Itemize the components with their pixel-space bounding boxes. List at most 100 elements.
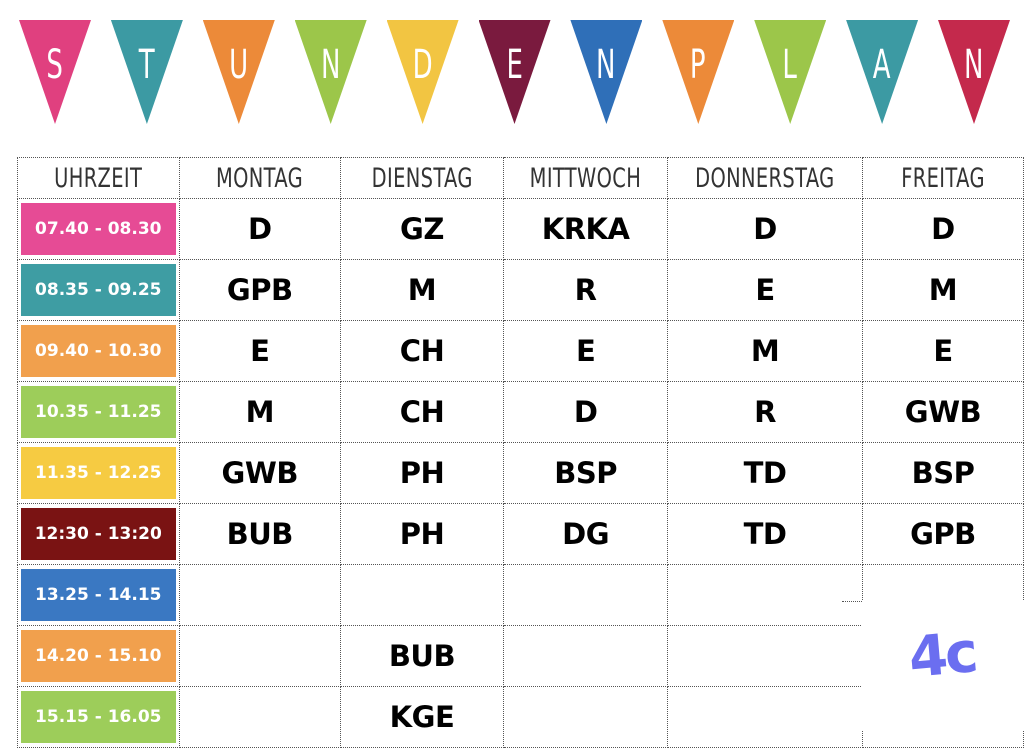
- subject-label: GWB: [904, 395, 982, 429]
- subject-label: D: [247, 212, 272, 246]
- subject-label: M: [407, 273, 437, 307]
- subject-cell: GWB: [178, 442, 341, 504]
- subject-cell: E: [178, 320, 341, 382]
- subject-label: KRKA: [541, 212, 630, 246]
- subject-cell: CH: [339, 320, 504, 382]
- timetable: UHRZEIT MONTAG DIENSTAG MITTWOCH DONNERSTAG F…: [17, 157, 1024, 748]
- header-dienstag: DIENSTAG: [339, 157, 504, 199]
- pennant-flag: L: [754, 20, 827, 124]
- column-header-label: MITTWOCH: [529, 162, 642, 194]
- subject-cell: M: [339, 259, 504, 321]
- subject-label: PH: [399, 456, 445, 490]
- subject-cell: DG: [502, 503, 669, 565]
- table-row: 12:30 - 13:20 BUB PH DG TD GPB: [17, 503, 1024, 565]
- subject-cell: GPB: [861, 503, 1024, 565]
- subject-cell: TD: [667, 503, 863, 565]
- subject-cell: [339, 564, 504, 626]
- subject-cell: [667, 564, 863, 626]
- subject-label: TD: [743, 517, 787, 551]
- subject-cell: [178, 564, 341, 626]
- subject-cell: BSP: [502, 442, 669, 504]
- time-cell: 14.20 - 15.10: [17, 625, 180, 687]
- subject-cell: GZ: [339, 198, 504, 260]
- time-slot-badge: 11.35 - 12.25: [21, 447, 176, 499]
- column-header-label: FREITAG: [901, 162, 985, 194]
- table-row: 11.35 - 12.25 GWB PH BSP TD BSP: [17, 442, 1024, 504]
- column-header-label: MONTAG: [216, 162, 304, 194]
- time-slot-badge: 07.40 - 08.30: [21, 203, 176, 255]
- subject-label: CH: [399, 395, 445, 429]
- subject-label: GPB: [910, 517, 976, 551]
- header-uhrzeit: UHRZEIT: [17, 157, 180, 199]
- table-row: 10.35 - 11.25 M CH D R GWB: [17, 381, 1024, 443]
- subject-label: D: [931, 212, 955, 246]
- pennant-flag: U: [202, 20, 275, 124]
- subject-cell: E: [502, 320, 669, 382]
- pennant-flag: P: [662, 20, 735, 124]
- table-row: 07.40 - 08.30 D GZ KRKA D D: [17, 198, 1024, 260]
- pennant-flag: S: [19, 20, 91, 124]
- subject-cell: R: [502, 259, 669, 321]
- subject-label: M: [750, 334, 780, 368]
- subject-label: E: [250, 334, 270, 368]
- subject-cell: D: [502, 381, 669, 443]
- column-header-label: DIENSTAG: [371, 162, 473, 194]
- table-row: 09.40 - 10.30 E CH E M E: [17, 320, 1024, 382]
- pennant-letter: N: [963, 42, 985, 88]
- pennant-flag: A: [846, 20, 919, 124]
- pennant-letter: L: [782, 42, 798, 88]
- pennant-flag: N: [938, 20, 1010, 124]
- subject-cell: [667, 625, 863, 687]
- time-cell: 10.35 - 11.25: [17, 381, 180, 443]
- subject-label: CH: [399, 334, 445, 368]
- pennant-letter: U: [228, 42, 249, 88]
- subject-label: GPB: [226, 273, 293, 307]
- subject-label: GWB: [221, 456, 299, 490]
- subject-cell: D: [667, 198, 863, 260]
- column-header-label: DONNERSTAG: [695, 162, 835, 194]
- subject-cell: PH: [339, 442, 504, 504]
- pennant-letter: N: [596, 42, 617, 88]
- time-slot-badge: 14.20 - 15.10: [21, 630, 176, 682]
- column-header-label: UHRZEIT: [54, 162, 143, 194]
- time-slot-badge: 08.35 - 09.25: [21, 264, 176, 316]
- subject-cell: E: [667, 259, 863, 321]
- subject-cell: PH: [339, 503, 504, 565]
- time-slot-badge: 09.40 - 10.30: [21, 325, 176, 377]
- pennant-letter: S: [46, 42, 64, 88]
- subject-label: BUB: [388, 639, 456, 673]
- pennant-letter: P: [690, 42, 707, 88]
- subject-cell: [502, 564, 669, 626]
- subject-cell: R: [667, 381, 863, 443]
- header-freitag: FREITAG: [861, 157, 1024, 199]
- subject-cell: [502, 625, 669, 687]
- subject-cell: D: [861, 198, 1024, 260]
- pennant-flag: T: [110, 20, 183, 124]
- subject-cell: [178, 686, 341, 748]
- table-row: 13.25 - 14.15: [17, 564, 1024, 626]
- subject-cell: M: [178, 381, 341, 443]
- time-slot-badge: 10.35 - 11.25: [21, 386, 176, 438]
- subject-cell: [178, 625, 341, 687]
- time-cell: 07.40 - 08.30: [17, 198, 180, 260]
- subject-label: R: [754, 395, 776, 429]
- time-cell: 11.35 - 12.25: [17, 442, 180, 504]
- pennant-letter: D: [412, 42, 433, 88]
- time-cell: 15.15 - 16.05: [17, 686, 180, 748]
- subject-cell: BSP: [861, 442, 1024, 504]
- header-montag: MONTAG: [178, 157, 341, 199]
- subject-cell: KRKA: [502, 198, 669, 260]
- subject-cell: TD: [667, 442, 863, 504]
- subject-label: KGE: [389, 700, 455, 734]
- subject-label: BUB: [226, 517, 294, 551]
- subject-label: GZ: [400, 212, 444, 246]
- subject-label: TD: [743, 456, 787, 490]
- subject-cell: M: [667, 320, 863, 382]
- header-row: UHRZEIT MONTAG DIENSTAG MITTWOCH DONNERSTAG F…: [17, 157, 1024, 199]
- subject-cell: BUB: [178, 503, 341, 565]
- header-mittwoch: MITTWOCH: [502, 157, 669, 199]
- pennant-flag: E: [478, 20, 551, 124]
- pennant-letter: E: [505, 42, 524, 88]
- time-cell: 12:30 - 13:20: [17, 503, 180, 565]
- subject-label: R: [574, 273, 597, 307]
